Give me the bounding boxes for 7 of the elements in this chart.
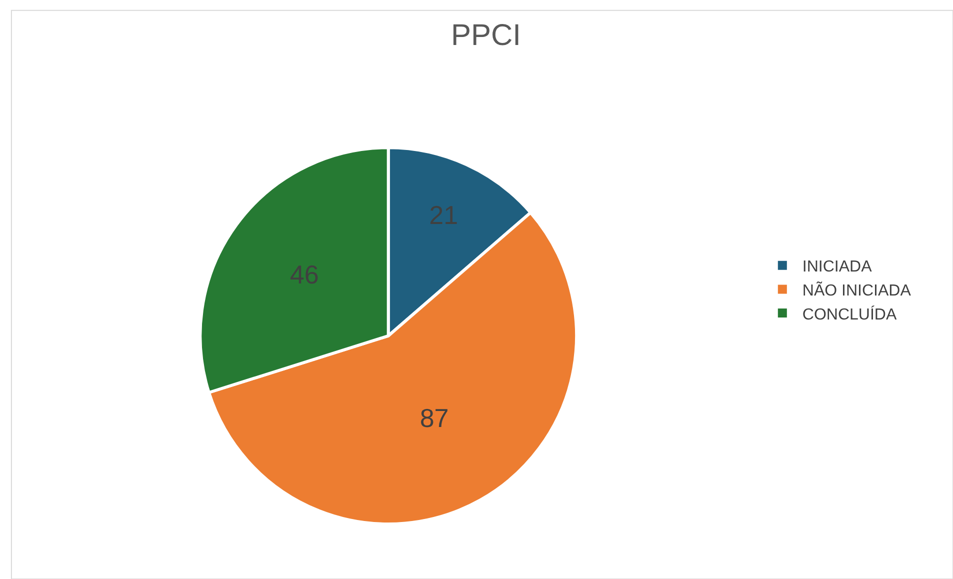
- data-label: 87: [420, 402, 449, 433]
- data-label: 46: [290, 259, 319, 290]
- legend-label: CONCLUÍDA: [802, 305, 897, 324]
- data-label: 21: [429, 200, 458, 230]
- chart-title: PPCI: [451, 19, 522, 52]
- legend-label: NÃO INICIADA: [802, 280, 912, 300]
- legend-label: INICIADA: [802, 258, 872, 276]
